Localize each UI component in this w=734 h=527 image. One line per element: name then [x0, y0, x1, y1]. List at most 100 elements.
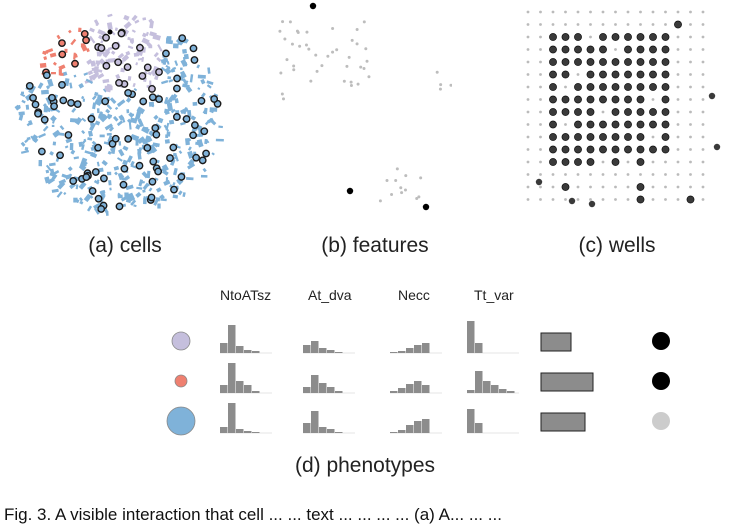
- well-active: [661, 83, 670, 91]
- highlighted-cell: [111, 134, 120, 143]
- cell-mark: [133, 52, 140, 57]
- cell-mark: [56, 34, 61, 40]
- cell-mark: [174, 154, 179, 162]
- cell-mark: [147, 71, 153, 76]
- cell-mark: [135, 140, 139, 146]
- feature-dot: [290, 42, 294, 46]
- feature-dot: [385, 178, 389, 182]
- feature-dot: [435, 70, 439, 74]
- well-active: [586, 83, 595, 91]
- histogram-bar: [236, 429, 244, 433]
- histogram-bar: [327, 387, 335, 393]
- cell-mark: [182, 48, 187, 54]
- histogram-bar: [220, 385, 228, 393]
- well-active: [649, 108, 657, 116]
- cell-mark: [45, 164, 52, 172]
- well: [676, 198, 680, 201]
- highlighted-cell: [192, 153, 201, 162]
- histogram-bar: [303, 387, 311, 393]
- feature-dot: [281, 20, 285, 24]
- cell-mark: [87, 185, 93, 190]
- phenotype-glyph: [171, 331, 191, 351]
- well: [639, 173, 642, 176]
- well: [526, 185, 530, 189]
- highlighted-cell: [80, 29, 89, 38]
- highlighted-cell: [143, 144, 152, 152]
- highlighted-cell: [97, 205, 106, 213]
- cell-mark: [117, 52, 125, 60]
- well: [614, 185, 617, 189]
- cell-mark: [117, 172, 123, 181]
- histogram-bar: [406, 348, 414, 353]
- cell-mark: [172, 194, 179, 199]
- cell-mark: [78, 83, 85, 89]
- cell-mark: [57, 132, 65, 136]
- cell-mark: [185, 85, 193, 93]
- cell-mark: [91, 95, 97, 101]
- cell-mark: [49, 151, 54, 156]
- well: [664, 173, 667, 176]
- well-active: [611, 133, 620, 141]
- well-active: [674, 20, 682, 29]
- cell-mark: [37, 82, 44, 90]
- cell-mark: [196, 139, 203, 146]
- cell-mark: [98, 167, 104, 173]
- cell-mark: [91, 152, 98, 159]
- well: [589, 173, 592, 176]
- well-active: [574, 108, 582, 116]
- cell-mark: [187, 158, 195, 167]
- histogram-bar: [311, 411, 319, 433]
- highlighted-cell: [119, 180, 128, 189]
- well: [526, 85, 530, 89]
- well: [539, 85, 542, 89]
- well-active: [649, 120, 657, 129]
- feature-dot: [400, 191, 404, 195]
- feature-dot: [355, 42, 359, 46]
- cell-mark: [64, 145, 69, 149]
- cell-mark: [108, 126, 115, 132]
- highlighted-cell: [25, 81, 34, 90]
- cell-mark: [176, 177, 184, 185]
- well-active: [599, 58, 607, 66]
- well: [689, 173, 692, 176]
- well-active: [649, 145, 657, 154]
- well: [676, 35, 680, 39]
- feature-dot: [355, 28, 359, 32]
- highlighted-cell: [69, 177, 78, 185]
- well-active: [611, 120, 620, 129]
- cell-mark: [160, 66, 168, 73]
- cells-caption: (a) cells: [88, 234, 162, 257]
- cell-mark: [165, 64, 171, 69]
- well: [589, 23, 592, 26]
- highlighted-cell: [94, 194, 103, 203]
- highlighted-cell: [147, 193, 156, 202]
- cell-mark: [187, 146, 192, 151]
- well: [651, 198, 655, 201]
- well-active: [599, 133, 607, 141]
- feature-dot: [326, 54, 330, 58]
- cell-mark: [61, 173, 67, 179]
- cell-mark: [152, 33, 162, 41]
- cell-mark: [189, 74, 194, 83]
- well-active: [586, 145, 595, 154]
- histogram-bar: [303, 423, 311, 433]
- highlighted-cell: [155, 68, 163, 76]
- cell-mark: [142, 189, 146, 193]
- cell-mark: [118, 99, 126, 106]
- cell-mark: [32, 134, 39, 140]
- well: [576, 198, 580, 201]
- cell-mark: [51, 72, 56, 75]
- cell-mark: [168, 119, 175, 125]
- cell-mark: [141, 138, 150, 145]
- cell-mark: [51, 188, 59, 193]
- cell-mark: [127, 76, 132, 81]
- feature-label-ntoatsz: NtoATsz: [220, 287, 272, 303]
- feature-dot: [395, 167, 399, 171]
- well: [551, 23, 555, 26]
- well-active: [636, 133, 645, 141]
- well: [639, 23, 642, 26]
- well-active: [586, 120, 595, 129]
- cell-mark: [14, 104, 21, 111]
- cell-mark: [80, 43, 85, 47]
- cell-mark: [197, 74, 206, 79]
